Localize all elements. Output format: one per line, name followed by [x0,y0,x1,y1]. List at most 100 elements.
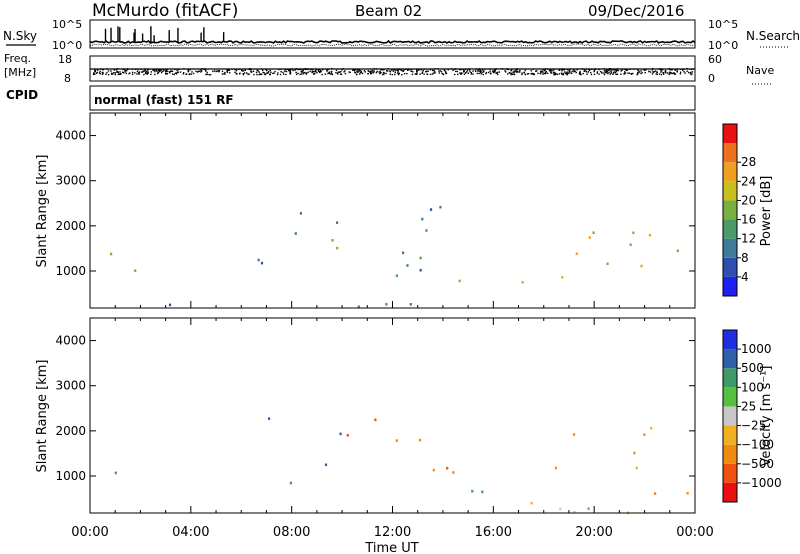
freq-dot [98,72,101,74]
scatter-cell [643,433,646,436]
freq-dot [258,71,260,73]
freq-dot [408,68,411,71]
freq-dot [403,69,405,72]
x-tick-label: 12:00 [374,525,411,540]
freq-dot [442,73,445,76]
freq-dot [482,73,484,76]
freq-dot [106,71,108,74]
freq-dot [410,70,413,72]
freq-dot [466,71,468,73]
colorbar-tick-label: 8 [741,251,749,265]
colorbar-tick-label: −1000 [741,476,782,490]
station-title: McMurdo (fitACF) [92,1,238,21]
scatter-cell [406,264,409,267]
freq-dot [496,71,498,74]
freq-dot [192,72,195,75]
freq-dot [497,73,499,76]
freq-dot [243,72,246,74]
freq-dot [429,69,432,71]
scatter-cell [385,303,388,306]
scatter-cell [268,417,271,420]
freq-dot [610,71,612,73]
freq-dot [205,70,207,72]
freq-dot [504,70,506,72]
freq-dot [456,70,458,73]
scatter-cell [289,481,292,485]
freq-dot [674,73,676,75]
freq-dot [314,69,317,72]
freq-dot [99,70,101,73]
colorbar-swatch [723,444,737,464]
freq-dot [432,72,435,74]
freq-dot [195,70,197,73]
freq-dot [431,73,434,75]
freq-dot [585,70,587,72]
freq-dot [277,72,279,74]
freq-dot [114,73,116,76]
scatter-cell [575,252,578,256]
freq-dot [289,71,291,73]
freq-dot [136,73,138,75]
freq-dot [163,69,165,71]
freq-dot [467,72,469,74]
freq-dot [590,73,593,76]
freq-dot [198,70,201,72]
freq-dot [489,72,492,74]
freq-dot [676,70,678,73]
freq-dot [284,70,286,73]
colorbar-frame [722,123,738,297]
power-axis: 1000 2000 3000 4000 [55,113,696,308]
colorbar-swatch [723,219,737,239]
freq-dot [208,74,210,76]
freq-dot [665,72,667,74]
freq-dot [240,69,243,71]
freq-dot [187,70,189,72]
freq-dot [459,69,461,71]
freq-dot [107,70,110,72]
freq-dot [144,69,146,72]
freq-dot [364,71,366,73]
scatter-cell [260,261,264,265]
freq-dot [354,71,356,73]
colorbar-swatch [723,143,737,163]
freq-dot [571,70,573,72]
noise-left-tick-top: 10^5 [52,18,82,31]
freq-dot [438,72,440,74]
freq-dot [686,70,688,72]
freq-dot [321,73,323,76]
noise-panel-frame [89,19,696,49]
freq-dot [165,70,167,72]
freq-dot [378,71,380,73]
freq-dot [154,70,156,73]
freq-dot [411,73,414,75]
freq-dot [691,73,693,75]
freq-dot [176,69,178,72]
scatter-cell [521,281,524,284]
freq-dot [144,72,147,75]
freq-dot [360,70,362,72]
freq-dot [221,73,224,75]
freq-dot [415,73,417,75]
scatter-cell [395,274,398,278]
y-tick-label: 4000 [55,129,86,143]
freq-dot [326,70,328,72]
freq-dot [338,71,341,73]
freq-dot [412,71,414,73]
noise-sky-label: N.Sky [3,29,37,43]
freq-panel: Freq. [MHz] 18 8 60 0 Nave [4,52,774,85]
freq-dot [671,69,673,71]
freq-dot [150,71,152,73]
freq-dot [320,71,322,73]
freq-dot [134,72,136,74]
freq-dot [255,71,258,74]
freq-dot [460,73,462,75]
scatter-cell [257,258,260,262]
freq-dot [156,70,158,72]
freq-dot [330,71,333,73]
freq-dot [660,71,662,73]
freq-dot [295,73,298,76]
freq-dot [588,69,591,72]
freq-dot [216,70,218,72]
scatter-cell [110,252,113,256]
